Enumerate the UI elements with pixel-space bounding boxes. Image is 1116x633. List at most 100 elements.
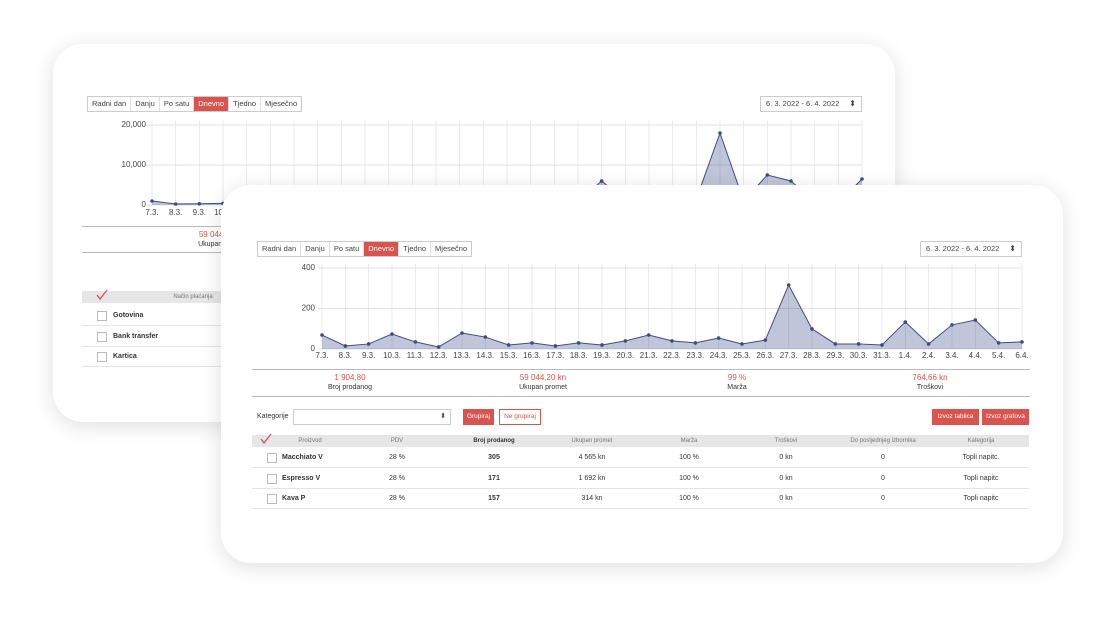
cell: 28 % [389, 454, 405, 461]
point [530, 341, 534, 345]
point [903, 320, 908, 324]
summary-value: 99 % [727, 373, 747, 382]
check-icon [96, 289, 108, 301]
x-tick-label: 9.3. [193, 208, 206, 217]
tab[interactable]: Tjedno [229, 97, 262, 111]
checkbox[interactable] [97, 352, 107, 362]
point [718, 131, 722, 135]
table-row: Kava P 28 % 157 314 kn 100 % 0 kn 0 Topli napit… [252, 489, 1029, 509]
point [197, 202, 202, 206]
point [860, 177, 864, 181]
tab[interactable]: Mjesečno [265, 99, 298, 108]
x-tick-label: 7.3. [315, 351, 328, 360]
x-tick-label: 15.3. [500, 351, 518, 360]
tab-active[interactable]: Dnevno [364, 242, 400, 256]
cell: 0 [881, 454, 885, 461]
checkbox[interactable] [267, 494, 277, 504]
point [646, 333, 651, 337]
x-tick-label: 6.4. [1015, 351, 1028, 360]
category-select[interactable] [293, 409, 451, 425]
cell: 1 692 kn [578, 474, 606, 482]
cell: 100 % [679, 454, 699, 461]
cell: 100 % [679, 474, 699, 482]
checkbox[interactable] [267, 473, 277, 484]
point [765, 173, 770, 177]
point [599, 179, 604, 183]
row-name: Bank transfer [113, 332, 159, 340]
x-tick-label: 4.4. [969, 351, 982, 360]
x-tick-label: 23.3. [686, 351, 704, 360]
export-table-button[interactable]: Izvoz tablica [932, 409, 979, 425]
group-button[interactable]: Grupiraj [463, 409, 494, 425]
cell: 28 % [389, 474, 405, 482]
area [322, 285, 1022, 349]
point [833, 342, 838, 346]
y-tick-label: 10,000 [122, 160, 147, 169]
point [436, 345, 441, 349]
tab[interactable]: Radni dan [258, 242, 302, 256]
x-tick-label: 24.3. [710, 351, 728, 360]
x-tick-label: 8.3. [169, 208, 182, 217]
tab[interactable]: Radni dan [88, 97, 132, 111]
point [996, 341, 1001, 345]
period-tabs: Radni dan Danju Po satu Dnevno Tjedno Mj… [257, 241, 473, 257]
point [483, 335, 488, 339]
table-row: Gotovina [82, 306, 262, 326]
cell: 171 [488, 474, 500, 482]
header-cell: Kategorija [967, 438, 995, 444]
x-tick-label: 20.3. [616, 351, 634, 360]
point [670, 339, 674, 343]
check-icon [260, 433, 272, 445]
ungroup-button[interactable]: Ne grupiraj [499, 409, 541, 425]
header-cell: Ukupan promet [571, 438, 613, 444]
x-tick-label: 19.3. [593, 351, 611, 360]
export-charts-button[interactable]: Izvoz grafova [982, 409, 1029, 425]
point [856, 342, 861, 346]
x-tick-label: 17.3. [546, 351, 564, 360]
front-card: 0 200 400 7.3. 8.3. 9.3. 10.3. 11.3. 12.3. 13.3. 1… [221, 185, 1063, 563]
point [926, 342, 931, 346]
divider [252, 369, 1030, 370]
point [600, 343, 604, 347]
header-cell: Do posljednjeg izbornika [850, 438, 916, 444]
x-tick-label: 21.3. [640, 351, 658, 360]
tab-active[interactable]: Dnevno [194, 97, 230, 111]
x-tick-label: 29.3. [826, 351, 844, 360]
row-name: Espresso V [282, 474, 321, 482]
header-cell: Način plaćanja [173, 294, 213, 300]
tab[interactable]: Danju [301, 242, 330, 256]
y-tick-label: 0 [142, 200, 147, 209]
tab[interactable]: Po satu [330, 242, 365, 256]
header-cell: Proizvod [298, 438, 322, 444]
point [623, 339, 628, 343]
x-tick-label: 13.3. [453, 351, 471, 360]
cell: 100 % [679, 495, 699, 502]
cell: 0 kn [779, 474, 793, 482]
tab[interactable]: Tjedno [399, 242, 432, 256]
point [553, 344, 558, 348]
tab[interactable]: Po satu [160, 97, 195, 111]
tab[interactable]: Mjesečno [435, 244, 468, 253]
point [973, 318, 978, 322]
point [343, 344, 348, 348]
point [950, 323, 954, 327]
y-tick-label: 200 [302, 304, 316, 313]
date-range[interactable]: 6. 3. 2022 - 6. 4. 2022 [920, 241, 1022, 257]
date-range[interactable]: 6. 3. 2022 - 6. 4. 2022 [760, 96, 862, 112]
row-name: Macchiato V [282, 454, 323, 461]
x-tick-label: 2.4. [922, 351, 935, 360]
x-tick-label: 3.4. [945, 351, 958, 360]
x-tick-label: 12.3. [430, 351, 448, 360]
row-name: Kartica [113, 353, 137, 360]
checkbox[interactable] [97, 311, 107, 321]
tab[interactable]: Danju [131, 97, 160, 111]
filter-label: Kategorije [257, 413, 289, 420]
cell: 0 [881, 474, 885, 482]
x-tick-label: 27.3. [780, 351, 798, 360]
point [763, 338, 768, 342]
y-tick-label: 0 [311, 344, 316, 353]
checkbox[interactable] [97, 331, 107, 342]
checkbox[interactable] [267, 453, 277, 463]
row-name: Gotovina [113, 312, 144, 319]
x-tick-label: 10.3. [383, 351, 401, 360]
